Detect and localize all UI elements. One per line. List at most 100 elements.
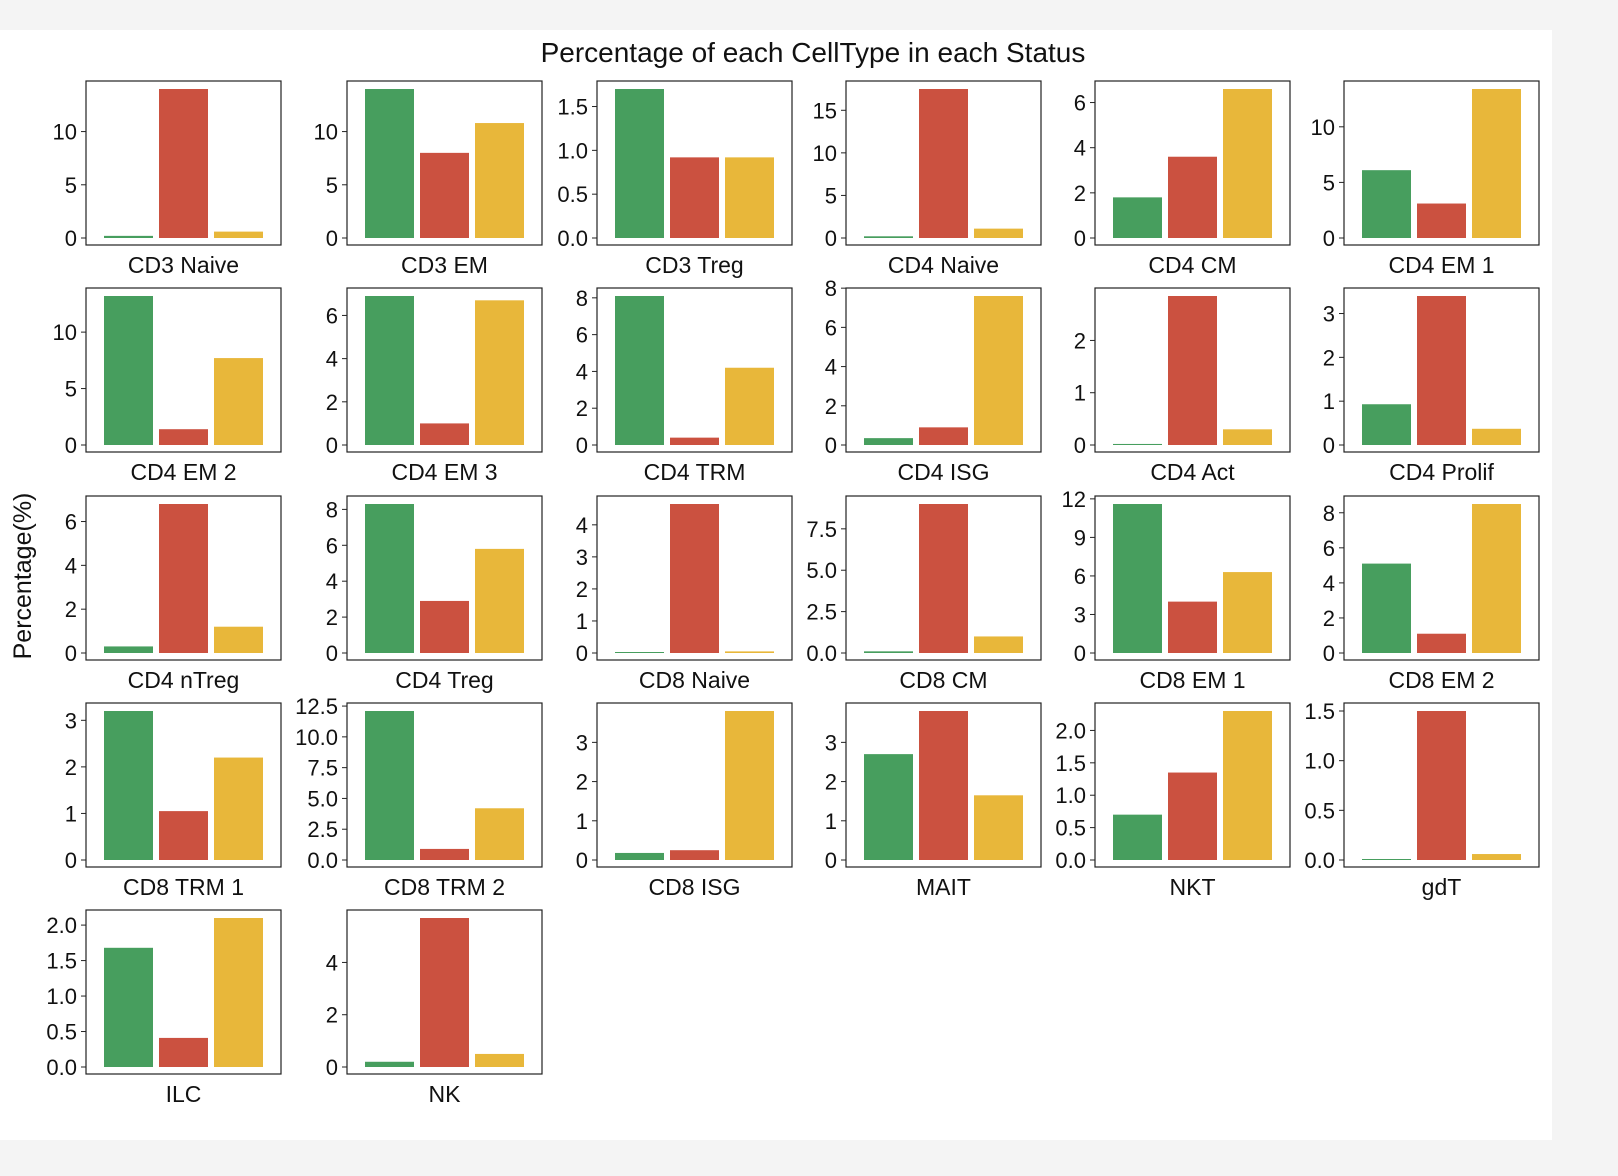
panel-label: CD8 EM 1	[1139, 667, 1245, 693]
y-tick-label: 2	[576, 770, 588, 795]
panel: 0.0 2.5 5.0 7.5 10.0 12.5 CD8 TRM 2	[295, 694, 543, 900]
panel-frame	[596, 80, 793, 246]
y-tick-label: 1.5	[1304, 699, 1335, 724]
bar	[1472, 428, 1521, 445]
panel-frame	[346, 287, 543, 453]
y-tick-label: 10	[53, 320, 77, 345]
panel-label: CD4 ISG	[897, 459, 989, 485]
panel: 0 5 10 CD4 EM 2	[53, 287, 282, 485]
y-tick-label: 6	[65, 510, 77, 535]
bar	[1417, 633, 1466, 653]
panel: 0.0 0.5 1.0 1.5 2.0 ILC	[46, 909, 282, 1107]
bar	[974, 296, 1023, 445]
y-tick-label: 0	[326, 641, 338, 666]
y-tick-label: 3	[65, 708, 77, 733]
panel: 0.0 0.5 1.0 1.5 2.0 NKT	[1055, 702, 1291, 900]
y-tick-label: 8	[1323, 501, 1335, 526]
y-tick-label: 0.0	[806, 641, 837, 666]
panel-frame	[1343, 702, 1540, 868]
bar	[1223, 572, 1272, 653]
panel-frame	[596, 495, 793, 661]
y-tick-label: 3	[825, 730, 837, 755]
bar	[1223, 89, 1272, 238]
panel-frame	[1094, 80, 1291, 246]
panel-frame	[1094, 287, 1291, 453]
y-tick-label: 1.5	[557, 95, 588, 120]
y-tick-label: 9	[1074, 525, 1086, 550]
y-tick-label: 6	[825, 315, 837, 340]
bar	[919, 89, 968, 238]
bar	[974, 795, 1023, 860]
panel: 0 5 10 15 CD4 Naive	[813, 80, 1042, 278]
panel-label: CD4 CM	[1148, 252, 1236, 278]
panel-label: CD3 EM	[401, 252, 488, 278]
y-tick-label: 0	[326, 1055, 338, 1080]
y-tick-label: 2	[1074, 181, 1086, 206]
y-tick-label: 0	[576, 641, 588, 666]
bar	[475, 300, 524, 445]
y-tick-label: 0.5	[557, 182, 588, 207]
bar	[725, 711, 774, 860]
bar	[214, 358, 263, 445]
y-tick-label: 4	[65, 553, 77, 578]
bar	[1362, 170, 1411, 238]
panel-frame	[85, 80, 282, 246]
panel-label: CD4 Prolif	[1389, 459, 1494, 485]
y-tick-label: 5	[65, 173, 77, 198]
panel-frame	[85, 702, 282, 868]
panel: 0 1 2 3 4 CD8 Naive	[576, 495, 793, 693]
bar	[1113, 504, 1162, 653]
y-tick-label: 2	[576, 577, 588, 602]
y-tick-label: 4	[1323, 571, 1335, 596]
panel-label: MAIT	[916, 874, 971, 900]
bar	[1113, 814, 1162, 860]
panel-frame	[346, 909, 543, 1075]
bar	[670, 850, 719, 860]
y-tick-label: 0	[825, 433, 837, 458]
bar	[1168, 296, 1217, 445]
y-tick-label: 5	[65, 377, 77, 402]
y-tick-label: 4	[576, 359, 588, 384]
panel: 0 1 2 3 MAIT	[825, 702, 1042, 900]
panel: 0 1 2 3 CD4 Prolif	[1323, 287, 1540, 485]
y-tick-label: 1	[825, 809, 837, 834]
y-tick-label: 6	[1074, 564, 1086, 589]
panel-label: CD8 ISG	[648, 874, 740, 900]
bar	[1223, 711, 1272, 860]
bar	[104, 646, 153, 653]
bar	[670, 437, 719, 445]
panel-label: NK	[429, 1081, 462, 1107]
bar	[214, 626, 263, 653]
bar	[1362, 404, 1411, 445]
y-tick-label: 3	[1074, 602, 1086, 627]
y-tick-label: 5.0	[806, 558, 837, 583]
y-tick-label: 10	[314, 120, 338, 145]
y-tick-label: 3	[576, 545, 588, 570]
y-tick-label: 8	[825, 276, 837, 301]
bar	[214, 918, 263, 1067]
y-tick-label: 0.0	[557, 226, 588, 251]
bar	[615, 852, 664, 860]
y-tick-label: 1.0	[1304, 749, 1335, 774]
panel-frame	[845, 287, 1042, 453]
bar	[159, 89, 208, 238]
bar	[104, 296, 153, 445]
y-tick-label: 2	[1323, 606, 1335, 631]
y-tick-label: 5	[825, 183, 837, 208]
y-tick-label: 7.5	[806, 517, 837, 542]
y-tick-label: 5.0	[307, 786, 338, 811]
y-tick-label: 3	[1323, 302, 1335, 327]
bar	[864, 438, 913, 445]
y-tick-label: 4	[825, 355, 837, 380]
panel-label: CD8 Naive	[639, 667, 750, 693]
panel-label: CD8 TRM 1	[123, 874, 244, 900]
y-tick-label: 0.0	[1055, 848, 1086, 873]
y-tick-label: 4	[1074, 136, 1086, 161]
y-tick-label: 0.0	[46, 1055, 77, 1080]
panel-frame	[1094, 495, 1291, 661]
y-tick-label: 8	[326, 497, 338, 522]
y-tick-label: 2	[65, 597, 77, 622]
bar	[420, 423, 469, 445]
y-tick-label: 0.0	[1304, 848, 1335, 873]
y-tick-label: 0	[1074, 641, 1086, 666]
